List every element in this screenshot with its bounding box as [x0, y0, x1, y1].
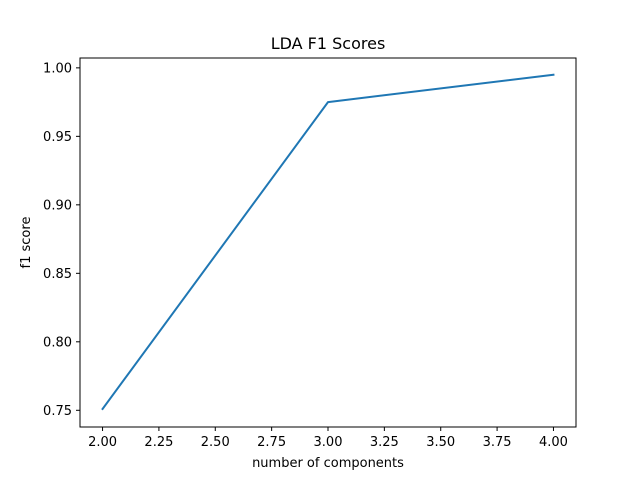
chart-title: LDA F1 Scores — [271, 34, 386, 53]
y-tick-label: 0.85 — [43, 267, 72, 282]
y-tick-label: 0.95 — [43, 130, 72, 145]
y-tick-label: 0.90 — [43, 198, 72, 213]
y-tick-label: 0.80 — [43, 335, 72, 350]
x-tick-label: 3.25 — [370, 435, 399, 450]
x-tick-label: 3.75 — [483, 435, 512, 450]
x-tick-label: 3.00 — [314, 435, 343, 450]
y-axis-label: f1 score — [19, 217, 34, 269]
x-axis-label: number of components — [252, 456, 404, 471]
series-line — [101, 73, 555, 411]
x-axis: 2.00 2.25 2.50 2.75 3.00 3.25 3.50 3.75 4.00 — [88, 427, 568, 450]
x-tick-label: 3.50 — [426, 435, 455, 450]
x-tick-label: 2.00 — [88, 435, 117, 450]
x-tick-label: 4.00 — [539, 435, 568, 450]
x-tick-label: 2.75 — [257, 435, 286, 450]
x-tick-label: 2.25 — [144, 435, 173, 450]
y-tick-label: 0.75 — [43, 404, 72, 419]
plot-frame — [79, 57, 577, 428]
x-tick-label: 2.50 — [201, 435, 230, 450]
series-layer — [101, 73, 555, 411]
y-tick-label: 1.00 — [43, 61, 72, 76]
plot-area — [80, 58, 576, 427]
y-axis: 0.75 0.80 0.85 0.90 0.95 1.00 — [43, 61, 80, 419]
